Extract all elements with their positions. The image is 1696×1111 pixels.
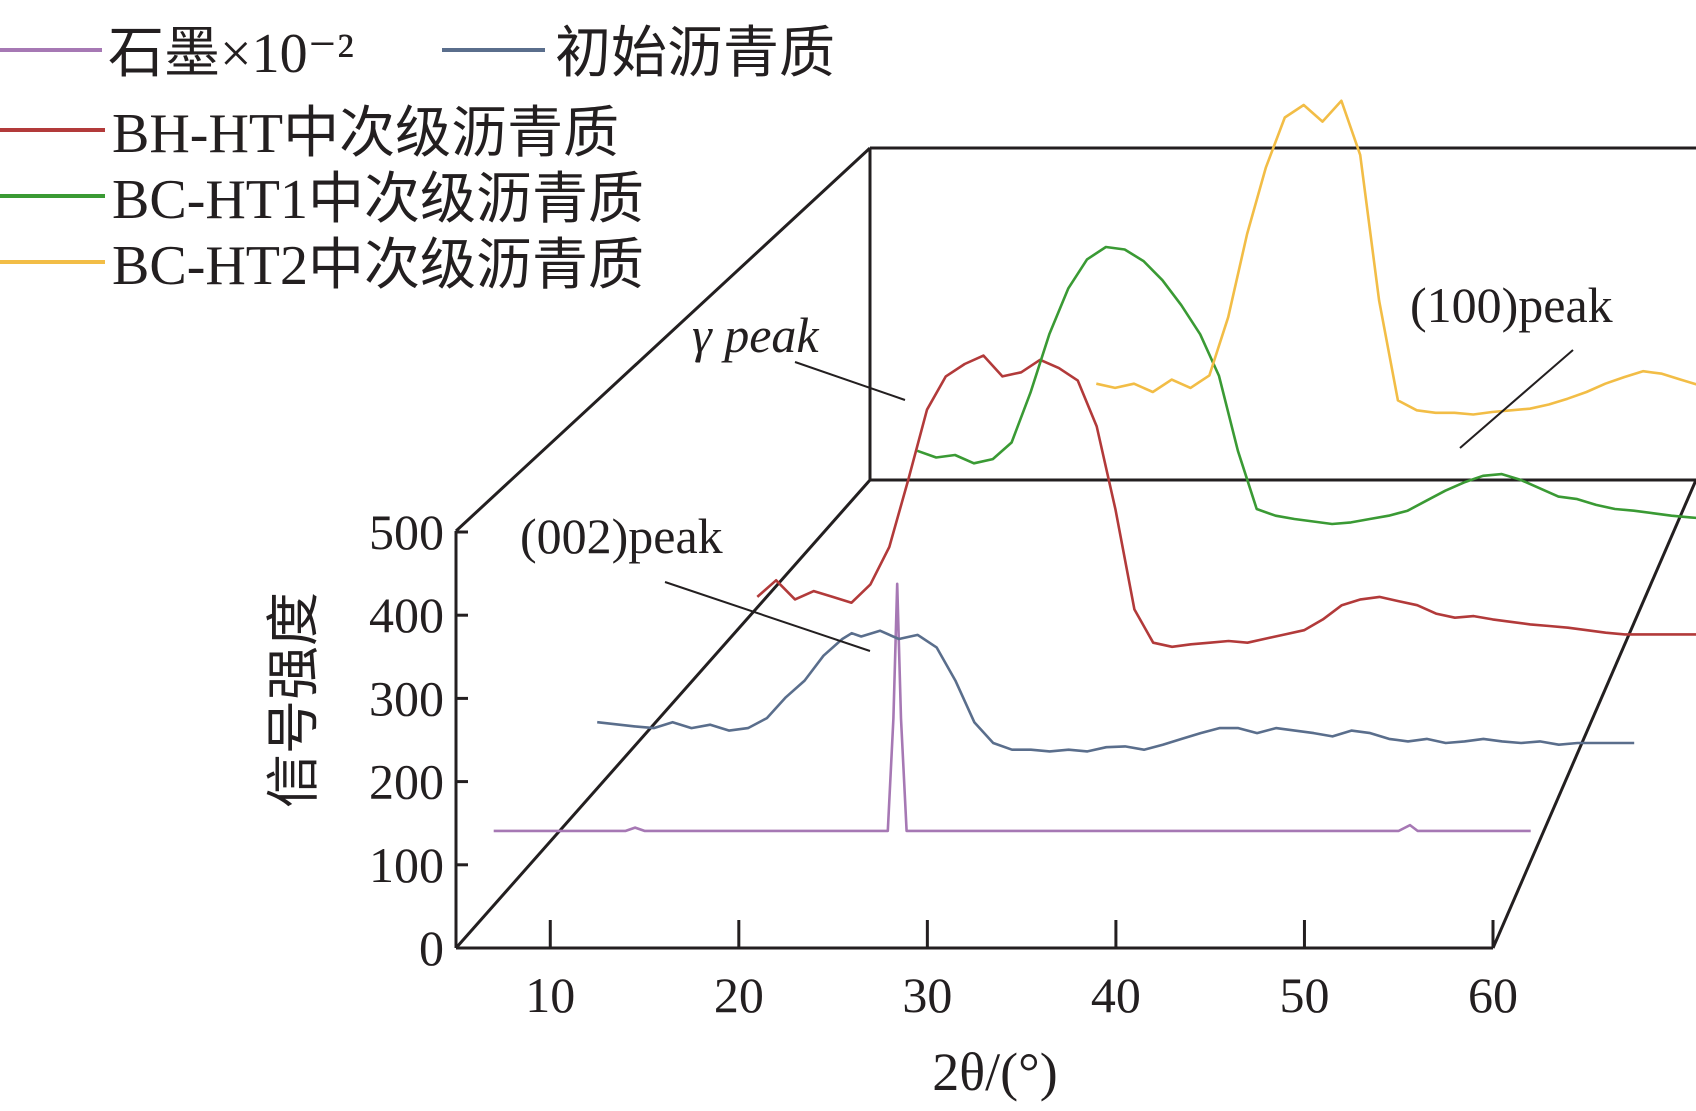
series-line-2	[756, 354, 1696, 649]
annotation-gamma-peak: γ peak	[692, 307, 819, 363]
annotation-100-peak: (100)peak	[1410, 277, 1613, 333]
depth-edge-top-left	[454, 146, 872, 533]
legend-item-graphite: 石墨×10⁻²	[0, 23, 354, 85]
x-tick-label: 60	[1468, 967, 1518, 1023]
y-tick-label: 300	[369, 670, 444, 726]
series-line-3	[916, 245, 1696, 526]
x-tick-label: 10	[525, 967, 575, 1023]
legend-item-initial-asphaltene: 初始沥青质	[442, 23, 835, 85]
legend-item-bc-ht2: BC-HT2中次级沥青质	[0, 235, 644, 297]
y-tick-label: 100	[369, 837, 444, 893]
legend-label-initial-asphaltene: 初始沥青质	[555, 23, 835, 85]
legend-label-bc-ht1: BC-HT1中次级沥青质	[112, 169, 644, 231]
x-tick-label: 50	[1279, 967, 1329, 1023]
y-tick-label: 400	[369, 587, 444, 643]
legend-label-graphite: 石墨×10⁻²	[108, 23, 354, 85]
y-ticks: 0 100 200 300 400 500	[369, 504, 468, 976]
x-tick-label: 20	[714, 967, 764, 1023]
series-line-0	[493, 582, 1531, 833]
series-line-1	[597, 629, 1635, 753]
y-tick-label: 500	[369, 504, 444, 560]
annotations: (002)peak γ peak (100)peak	[520, 277, 1613, 652]
y-tick-label: 0	[419, 920, 444, 976]
legend-item-bh-ht: BH-HT中次级沥青质	[0, 103, 619, 165]
series-line-4	[1096, 99, 1696, 416]
axes-frame	[454, 146, 1696, 950]
legend-label-bh-ht: BH-HT中次级沥青质	[112, 103, 619, 165]
annotation-002-leader	[664, 581, 871, 652]
annotation-gamma-leader	[794, 361, 906, 401]
annotation-002-peak: (002)peak	[520, 508, 723, 564]
annotation-100-leader	[1459, 349, 1574, 449]
legend-item-bc-ht1: BC-HT1中次级沥青质	[0, 169, 644, 231]
y-tick-label: 200	[369, 754, 444, 810]
x-ticks: 10 20 30 40 50 60	[525, 920, 1518, 1023]
depth-edge-bottom-right	[1491, 479, 1696, 949]
legend: 石墨×10⁻² 初始沥青质 BH-HT中次级沥青质 BC-HT1中次级沥青质 B…	[0, 23, 835, 297]
x-axis-title: 2θ/(°)	[932, 1042, 1057, 1102]
legend-label-bc-ht2: BC-HT2中次级沥青质	[112, 235, 644, 297]
y-axis-title: 信号强度	[264, 592, 324, 808]
x-tick-label: 40	[1091, 967, 1141, 1023]
depth-edge-bottom-left	[454, 479, 872, 949]
series-layer	[493, 99, 1696, 833]
x-tick-label: 30	[902, 967, 952, 1023]
